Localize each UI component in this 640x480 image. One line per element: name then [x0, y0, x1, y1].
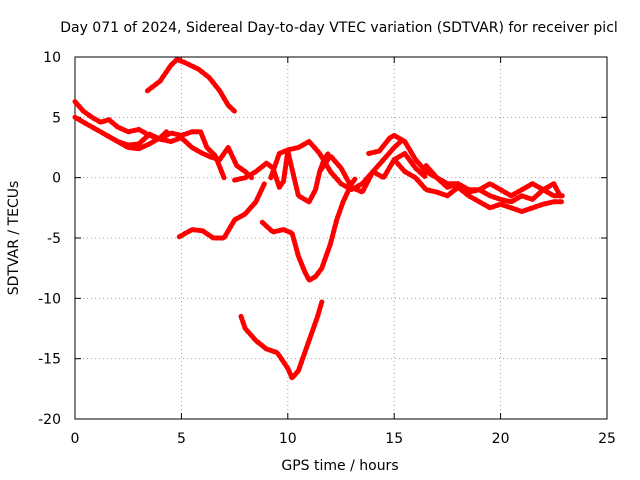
x-tick-label: 25 [598, 431, 616, 447]
y-tick-label: -5 [47, 231, 61, 247]
x-tick-label: 20 [492, 431, 510, 447]
y-tick-label: -10 [38, 291, 61, 307]
axis-ticks [74, 56, 608, 420]
series-track-m [238, 299, 325, 381]
title-clip-mask [628, 0, 640, 50]
y-tick-label: -15 [38, 352, 61, 368]
series-track-g [317, 151, 429, 195]
x-axis-label: GPS time / hours [281, 458, 398, 474]
series-track-e [232, 148, 331, 205]
chart-title: Day 071 of 2024, Sidereal Day-to-day VTE… [60, 20, 618, 36]
y-axis-label: SDTVAR / TECUs [6, 181, 22, 296]
y-tick-label: 5 [52, 110, 61, 126]
series-track-i [391, 157, 565, 214]
x-tick-label: 10 [279, 431, 297, 447]
x-tick-label: 0 [71, 431, 80, 447]
y-tick-label: 0 [52, 171, 61, 187]
series-track-j [423, 163, 563, 199]
x-tick-label: 5 [177, 431, 186, 447]
series-track-l [259, 175, 359, 283]
series-track-a [144, 56, 238, 114]
series-track-b [72, 99, 255, 181]
series-track-c [72, 114, 227, 181]
series-track-d [104, 129, 169, 152]
y-tick-label: -20 [38, 412, 61, 428]
x-tick-label: 15 [385, 431, 403, 447]
series-track-k [176, 181, 267, 241]
tick-labels: 0 5 10 15 20 25 10 5 0 -5 -10 -15 -20 [38, 50, 616, 447]
grid [75, 57, 607, 419]
data-series [72, 56, 565, 381]
y-tick-label: 10 [43, 50, 61, 66]
series-track-f [268, 139, 404, 193]
